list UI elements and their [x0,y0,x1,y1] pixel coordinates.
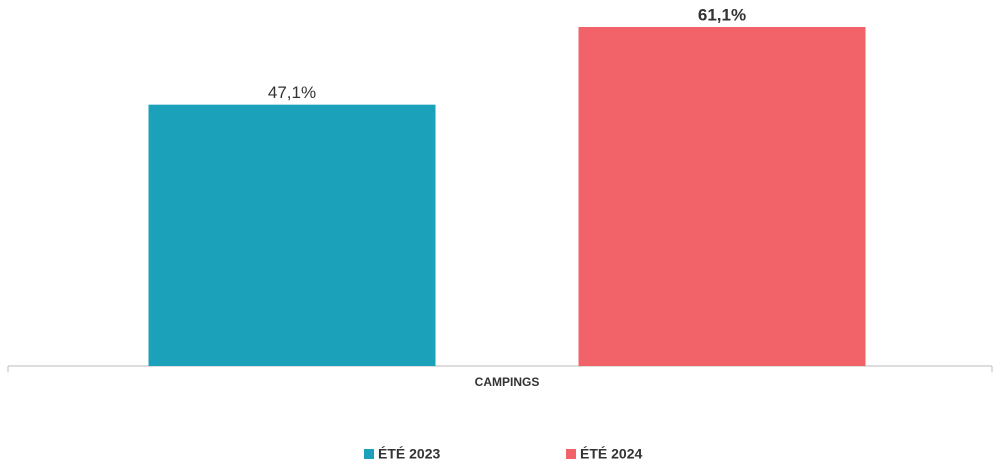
legend-label: ÉTÉ 2024 [580,446,642,462]
legend-swatch [566,449,576,459]
legend-swatch [364,449,374,459]
data-label: 47,1% [268,83,316,102]
bar [578,27,866,366]
bar [148,104,436,367]
x-tick-label: CAMPINGS [475,375,540,389]
data-label: 61,1% [698,5,746,24]
legend-label: ÉTÉ 2023 [378,446,440,462]
